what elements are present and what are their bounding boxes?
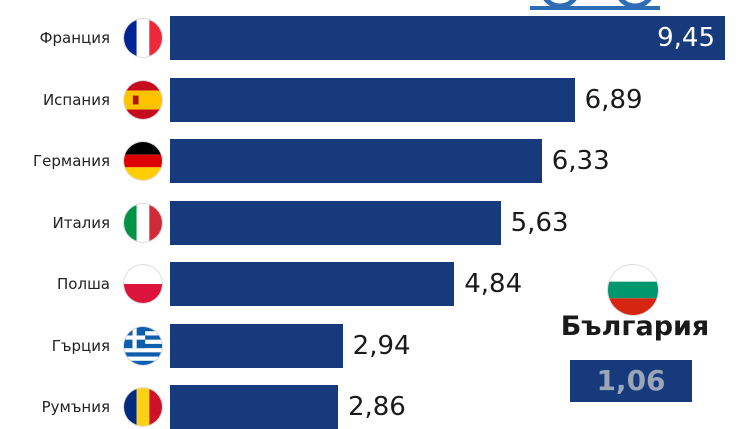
france-flag-icon [124, 19, 162, 57]
bicycle-icon [530, 0, 660, 10]
germany-flag-icon [124, 142, 162, 180]
value-label: 2,94 [352, 330, 411, 361]
category-label: Италия [52, 213, 110, 232]
bar [170, 262, 455, 306]
value-label: 6,33 [551, 146, 610, 176]
greece-flag-icon [124, 326, 162, 365]
highlight-value: 1,06 [596, 364, 666, 397]
spain-flag-icon [124, 80, 162, 119]
category-label: Испания [42, 90, 110, 109]
highlight-value-box [570, 360, 692, 402]
category-label: Полша [57, 275, 110, 293]
poland-flag-icon [124, 265, 162, 303]
italy-flag-icon [124, 203, 162, 242]
value-label: 6,89 [584, 84, 643, 115]
highlight-country-name: България [560, 311, 710, 342]
value-label: 5,63 [510, 207, 569, 238]
category-label: Франция [39, 29, 110, 47]
value-label: 4,84 [464, 269, 523, 299]
bar [170, 385, 338, 429]
category-label: Гърция [51, 336, 110, 355]
bar [170, 200, 501, 245]
category-label: Германия [33, 152, 110, 170]
bar [170, 16, 725, 60]
value-label: 9,45 [657, 23, 715, 53]
bar [170, 139, 542, 183]
category-label: Румъния [41, 398, 110, 416]
romania-flag-icon [124, 388, 162, 426]
bulgaria-flag-icon [608, 265, 658, 315]
bar [170, 323, 343, 368]
value-label: 2,86 [347, 392, 406, 422]
bar [170, 77, 575, 122]
